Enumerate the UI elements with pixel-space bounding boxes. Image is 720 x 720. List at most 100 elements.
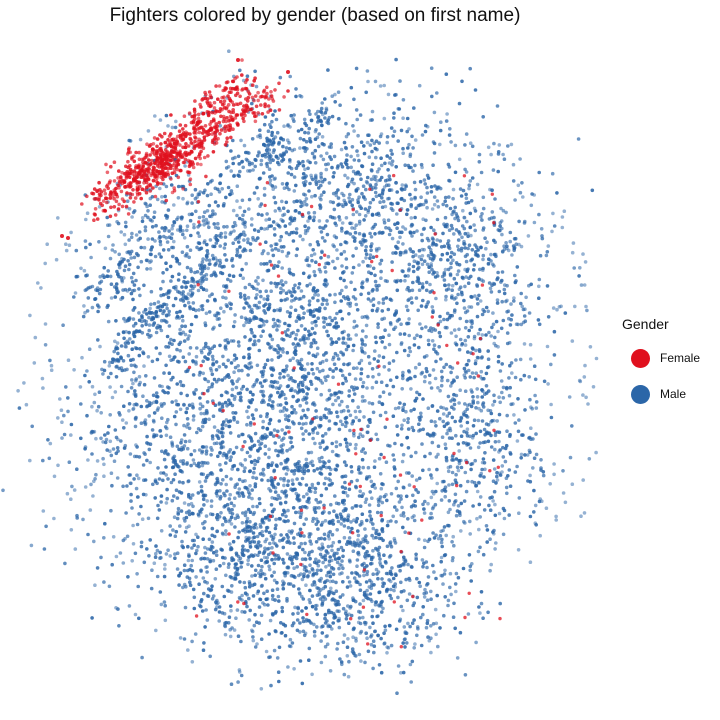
- male-point-2479: [189, 463, 193, 468]
- male-point-3798: [466, 350, 470, 354]
- male-point-285: [351, 254, 355, 258]
- male-point-4940: [374, 531, 378, 536]
- male-point-4142: [166, 548, 170, 552]
- male-point-3369: [388, 297, 393, 302]
- male-point-1844: [217, 365, 222, 369]
- male-point-3054: [312, 634, 317, 638]
- male-point-4648: [325, 573, 329, 578]
- male-point-4428: [211, 545, 215, 550]
- male-point-1074: [545, 250, 550, 254]
- male-point-2743: [232, 503, 236, 508]
- male-point-695: [453, 143, 458, 148]
- male-point-2972: [432, 570, 436, 574]
- male-point-2906: [415, 633, 419, 638]
- male-point-4984: [334, 580, 338, 585]
- male-point-4434: [295, 565, 300, 569]
- male-point-1311: [412, 343, 417, 347]
- male-point-94: [354, 108, 359, 112]
- male-point-104: [370, 149, 374, 154]
- male-point-3911: [433, 376, 438, 381]
- male-point-2968: [362, 415, 366, 419]
- male-point-2051: [236, 340, 241, 344]
- male-point-4676: [380, 577, 384, 581]
- male-point-3001: [481, 457, 486, 461]
- male-point-2651: [194, 362, 198, 366]
- male-point-4501: [235, 553, 239, 557]
- male-point-918: [460, 275, 465, 280]
- male-point-2117: [268, 432, 273, 437]
- male-point-1058: [371, 297, 376, 301]
- male-point-4482: [285, 465, 289, 470]
- male-point-1341: [420, 232, 424, 237]
- male-point-613: [375, 169, 380, 174]
- male-point-4742: [323, 584, 328, 589]
- male-point-4888: [396, 664, 401, 668]
- male-point-1104: [517, 219, 521, 224]
- male-point-401: [444, 119, 449, 123]
- male-point-4120: [304, 483, 309, 487]
- male-point-1001: [488, 286, 493, 291]
- male-point-1517: [298, 403, 303, 408]
- male-point-941: [369, 244, 373, 249]
- male-point-3985: [505, 341, 510, 346]
- male-point-3743: [450, 540, 454, 544]
- male-point-3060: [265, 427, 270, 431]
- male-point-3418: [406, 417, 411, 421]
- male-point-957: [401, 242, 405, 246]
- male-point-3587: [341, 490, 346, 495]
- male-point-2553: [107, 424, 111, 429]
- male-point-777: [320, 249, 324, 254]
- male-point-668: [352, 226, 357, 231]
- male-point-2555: [248, 346, 252, 351]
- male-point-3416: [360, 494, 364, 499]
- male-point-341: [205, 242, 209, 247]
- male-point-3686: [432, 343, 437, 348]
- male-point-184: [339, 252, 344, 256]
- male-point-1423: [191, 301, 196, 305]
- male-point-4472: [243, 527, 247, 531]
- male-point-2525: [139, 540, 144, 545]
- male-point-4990: [365, 593, 369, 597]
- male-point-685: [238, 68, 242, 73]
- male-point-4222: [215, 513, 220, 517]
- male-point-1851: [240, 368, 244, 373]
- male-point-567: [250, 137, 255, 141]
- male-point-3123: [468, 446, 473, 450]
- male-point-820: [317, 132, 322, 136]
- male-point-3623: [399, 494, 403, 498]
- male-point-2604: [135, 522, 140, 527]
- male-point-4125: [245, 604, 249, 609]
- male-point-819: [429, 185, 434, 189]
- male-point-424: [213, 225, 218, 230]
- male-point-666: [386, 218, 391, 222]
- male-point-836: [302, 138, 306, 142]
- male-point-1596: [370, 367, 375, 371]
- male-point-4411: [159, 529, 164, 533]
- male-point-4073: [504, 485, 509, 490]
- male-point-4630: [421, 612, 425, 617]
- male-point-3778: [436, 444, 441, 449]
- male-point-1595: [330, 318, 335, 323]
- male-point-1904: [96, 404, 101, 409]
- male-point-2391: [289, 331, 294, 336]
- male-point-4682: [404, 577, 408, 582]
- male-point-3835: [517, 418, 521, 422]
- male-point-4767: [294, 551, 298, 555]
- male-point-1578: [269, 289, 274, 294]
- male-point-3813: [464, 489, 469, 494]
- male-point-3482: [360, 512, 365, 516]
- male-point-153: [385, 135, 390, 139]
- male-point-3772: [484, 384, 489, 388]
- male-point-1586: [186, 300, 191, 305]
- male-point-2423: [151, 393, 156, 398]
- male-point-2623: [251, 416, 256, 421]
- male-point-2480: [190, 511, 195, 516]
- male-point-4171: [323, 621, 328, 625]
- male-point-1786: [360, 337, 364, 342]
- male-point-2478: [240, 387, 244, 391]
- male-point-2515: [232, 353, 237, 358]
- male-point-1075: [408, 230, 413, 234]
- male-point-3785: [489, 334, 494, 338]
- male-point-87: [355, 117, 360, 122]
- male-point-2367: [145, 434, 149, 439]
